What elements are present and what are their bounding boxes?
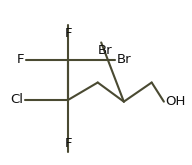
Text: OH: OH (166, 95, 186, 108)
Text: F: F (64, 27, 72, 40)
Text: F: F (17, 53, 25, 66)
Text: F: F (64, 137, 72, 150)
Text: Br: Br (97, 44, 112, 57)
Text: Br: Br (117, 53, 132, 66)
Text: Cl: Cl (10, 93, 23, 106)
